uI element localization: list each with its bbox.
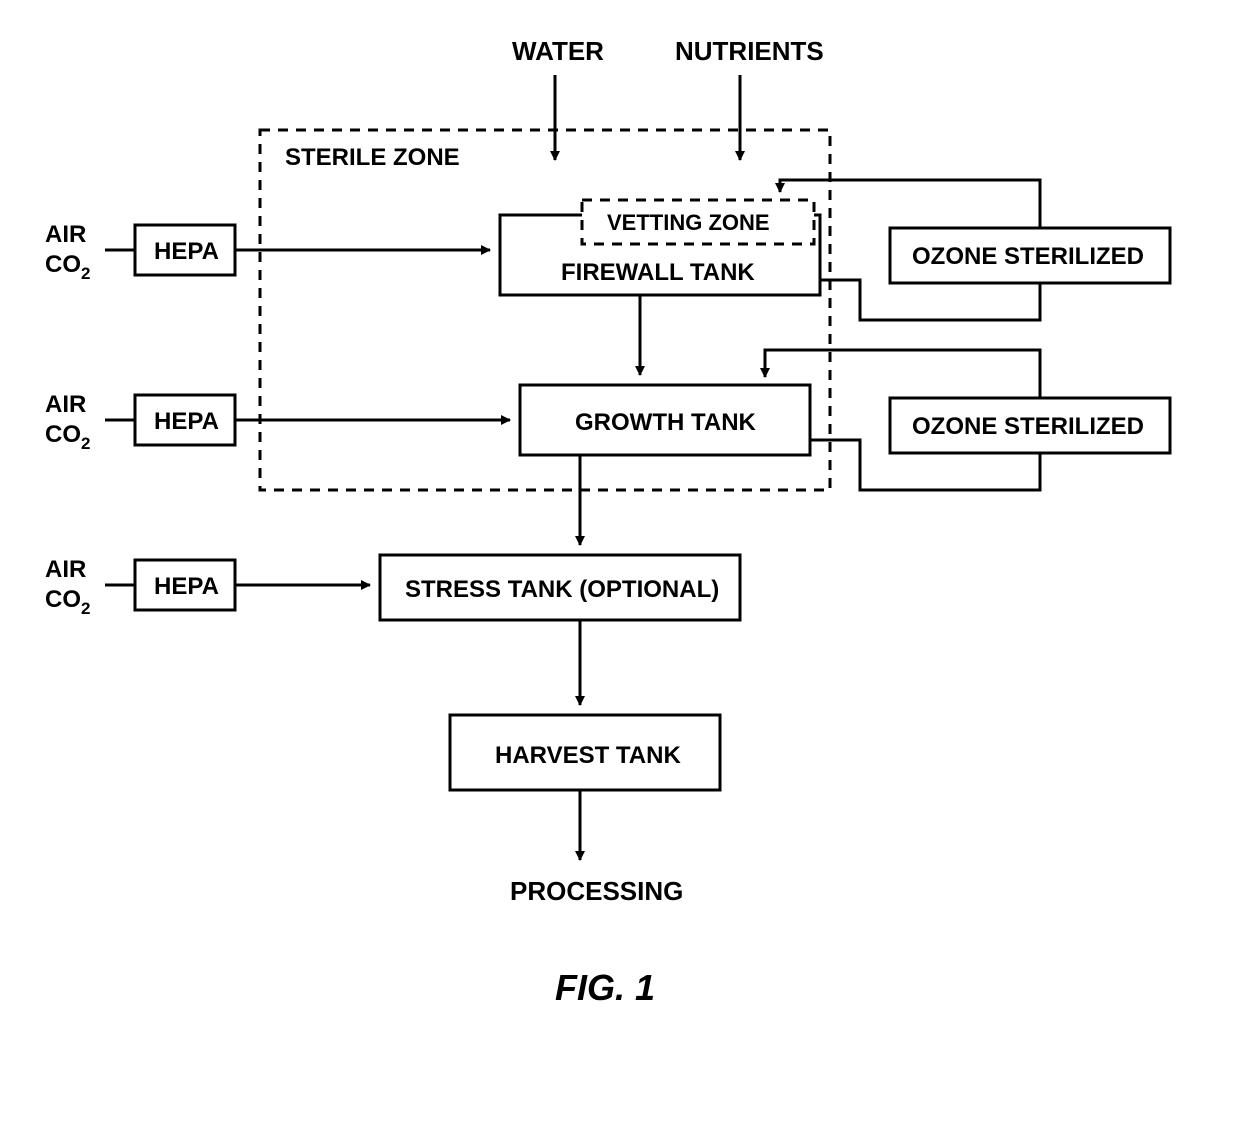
- air-co2-label-3: AIR CO2: [45, 556, 90, 618]
- hepa-label-2: HEPA: [154, 408, 219, 435]
- svg-text:CO2: CO2: [45, 586, 90, 618]
- hepa-label-3: HEPA: [154, 573, 219, 600]
- growth-tank-label: GROWTH TANK: [575, 409, 757, 436]
- vetting-zone-label: VETTING ZONE: [607, 210, 770, 235]
- svg-text:AIR: AIR: [45, 221, 86, 248]
- svg-text:AIR: AIR: [45, 391, 86, 418]
- flowchart-diagram: STERILE ZONE WATER NUTRIENTS AIR CO2 AIR…: [0, 0, 1240, 1135]
- air-co2-label-1: AIR CO2: [45, 221, 90, 283]
- air-co2-label-2: AIR CO2: [45, 391, 90, 453]
- stress-tank-label: STRESS TANK (OPTIONAL): [405, 576, 719, 603]
- processing-label: PROCESSING: [510, 876, 683, 906]
- svg-text:CO2: CO2: [45, 251, 90, 283]
- svg-text:CO2: CO2: [45, 421, 90, 453]
- sterile-zone-label: STERILE ZONE: [285, 144, 460, 171]
- water-label: WATER: [512, 36, 604, 66]
- harvest-tank-label: HARVEST TANK: [495, 742, 681, 769]
- firewall-tank-label: FIREWALL TANK: [561, 259, 755, 286]
- svg-text:AIR: AIR: [45, 556, 86, 583]
- ozone-label-1: OZONE STERILIZED: [912, 243, 1144, 270]
- nutrients-label: NUTRIENTS: [675, 36, 824, 66]
- hepa-label-1: HEPA: [154, 238, 219, 265]
- ozone-label-2: OZONE STERILIZED: [912, 413, 1144, 440]
- figure-caption: FIG. 1: [555, 967, 655, 1008]
